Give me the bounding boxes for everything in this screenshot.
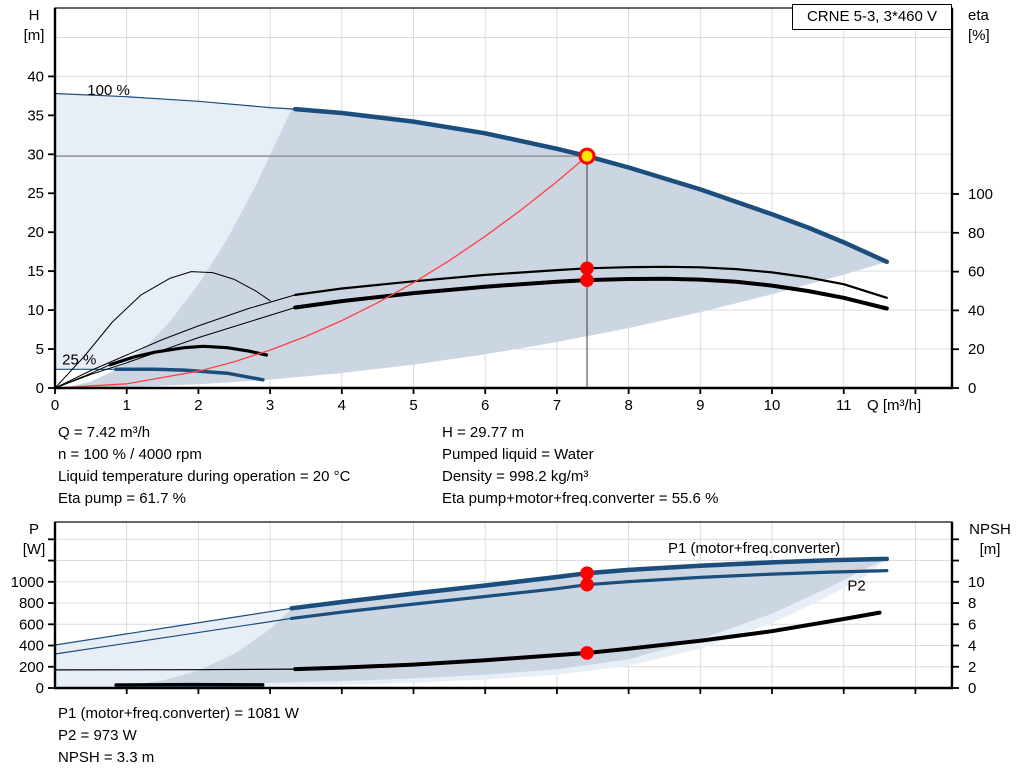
eta-axis-title: eta [%] bbox=[968, 6, 1018, 46]
info-eta-pump: Eta pump = 61.7 % bbox=[58, 490, 186, 507]
system-curve bbox=[54, 155, 588, 389]
p2-point bbox=[580, 577, 594, 592]
p1-25pct bbox=[114, 684, 265, 689]
tick-label-left: 10 bbox=[27, 302, 44, 319]
tick-label-right: 2 bbox=[968, 659, 976, 676]
tick-label-x: 7 bbox=[553, 397, 561, 414]
tick-label-right: 0 bbox=[968, 680, 976, 697]
tick-label-left: 20 bbox=[27, 224, 44, 241]
tick-label-x: 3 bbox=[266, 397, 274, 414]
tick-label-x: 8 bbox=[624, 397, 632, 414]
info-pumped-liquid: Pumped liquid = Water bbox=[442, 446, 594, 463]
h-axis-title: H [m] bbox=[16, 6, 52, 46]
p1-extension bbox=[54, 607, 293, 646]
tick-label-left: 40 bbox=[27, 68, 44, 85]
npsh-axis-title-symbol: NPSH bbox=[969, 521, 1011, 538]
tick-label-left: 0 bbox=[36, 380, 44, 397]
eta-axis-title-symbol: eta bbox=[968, 7, 989, 24]
info-p2: P2 = 973 W bbox=[58, 727, 137, 744]
info-density: Density = 998.2 kg/m³ bbox=[442, 468, 589, 485]
tick-label-right: 60 bbox=[968, 264, 985, 281]
p1-point bbox=[580, 566, 594, 580]
info-eta-total: Eta pump+motor+freq.converter = 55.6 % bbox=[442, 490, 719, 507]
tick-label-x: 0 bbox=[51, 397, 59, 414]
tick-label-left: 400 bbox=[19, 638, 44, 655]
info-q: Q = 7.42 m³/h bbox=[58, 424, 151, 441]
tick-label-x: 6 bbox=[481, 397, 489, 414]
eta-pump-extension bbox=[54, 294, 296, 389]
q-axis-unit-label: Q [m³/h] bbox=[867, 397, 922, 414]
tick-label-right: 10 bbox=[968, 574, 985, 591]
duty-info-right: H = 29.77 m Pumped liquid = Water Densit… bbox=[442, 422, 718, 510]
speed-25-label: 25 % bbox=[62, 352, 96, 369]
tick-label-x: 1 bbox=[123, 397, 131, 414]
tick-label-right: 8 bbox=[968, 595, 976, 612]
tick-label-left: 30 bbox=[27, 146, 44, 163]
h-axis-title-unit: [m] bbox=[23, 27, 45, 44]
tick-label-left: 15 bbox=[27, 263, 44, 280]
info-npsh: NPSH = 3.3 m bbox=[58, 749, 155, 766]
eta-pump-point bbox=[580, 261, 594, 276]
info-h: H = 29.77 m bbox=[442, 424, 525, 441]
eta-total-25pct bbox=[108, 344, 269, 367]
tick-label-x: 4 bbox=[338, 397, 346, 414]
info-p1: P1 (motor+freq.converter) = 1081 W bbox=[58, 705, 299, 722]
p-axis-title-unit: [W] bbox=[22, 541, 46, 558]
tick-label-left: 25 bbox=[27, 185, 44, 202]
pump-title-box: CRNE 5-3, 3*460 V bbox=[792, 4, 952, 30]
tick-label-right: 6 bbox=[968, 616, 976, 633]
tick-label-left: 1000 bbox=[11, 574, 44, 591]
info-speed: n = 100 % / 4000 rpm bbox=[58, 446, 202, 463]
speed-100-label: 100 % bbox=[87, 82, 130, 99]
p1-curve-label: P1 (motor+freq.converter) bbox=[668, 540, 840, 557]
eta-axis-title-unit: [%] bbox=[968, 27, 990, 44]
npsh-point bbox=[580, 646, 594, 660]
tick-label-right: 100 bbox=[968, 186, 993, 203]
eta-pump bbox=[294, 265, 888, 299]
tick-label-x: 2 bbox=[194, 397, 202, 414]
eta-total bbox=[293, 276, 889, 311]
p-axis-title-symbol: P bbox=[28, 521, 39, 538]
tick-label-left: 0 bbox=[36, 680, 44, 697]
tick-label-right: 0 bbox=[968, 380, 976, 397]
tick-label-left: 35 bbox=[27, 107, 44, 124]
tick-label-right: 4 bbox=[968, 638, 976, 655]
tick-label-x: 5 bbox=[409, 397, 417, 414]
npsh-axis-title: NPSH [m] bbox=[962, 520, 1018, 560]
tick-label-left: 200 bbox=[19, 659, 44, 676]
npsh-extension bbox=[54, 668, 296, 671]
tick-label-left: 600 bbox=[19, 616, 44, 633]
duty-info-left: Q = 7.42 m³/h n = 100 % / 4000 rpm Liqui… bbox=[58, 422, 350, 510]
tick-label-right: 40 bbox=[968, 302, 985, 319]
p2-extension bbox=[54, 617, 293, 655]
duty-point bbox=[578, 147, 596, 165]
p2-curve-label: P2 bbox=[847, 577, 865, 594]
head-25pct bbox=[114, 367, 265, 382]
head-100pct bbox=[292, 106, 890, 265]
info-liquid-temp: Liquid temperature during operation = 20… bbox=[58, 468, 351, 485]
tick-label-right: 80 bbox=[968, 225, 985, 242]
tick-label-left: 5 bbox=[36, 341, 44, 358]
head-100pct-extension bbox=[54, 92, 296, 110]
eta-pump-25pct bbox=[54, 271, 271, 389]
tick-label-right: 20 bbox=[968, 341, 985, 358]
operating-envelope-dark bbox=[65, 109, 887, 388]
tick-label-x: 9 bbox=[696, 397, 704, 414]
eta-total-25pct-extension bbox=[54, 364, 111, 389]
h-axis-title-symbol: H bbox=[28, 7, 40, 24]
p-axis-title: P [W] bbox=[16, 520, 52, 560]
power-envelope-dark bbox=[119, 558, 887, 687]
tick-label-x: 10 bbox=[764, 397, 781, 414]
power-info: P1 (motor+freq.converter) = 1081 W P2 = … bbox=[58, 703, 299, 769]
npsh-axis-title-unit: [m] bbox=[979, 541, 1001, 558]
eta-total-point bbox=[580, 273, 594, 287]
tick-label-left: 800 bbox=[19, 595, 44, 612]
tick-label-x: 11 bbox=[836, 397, 852, 414]
